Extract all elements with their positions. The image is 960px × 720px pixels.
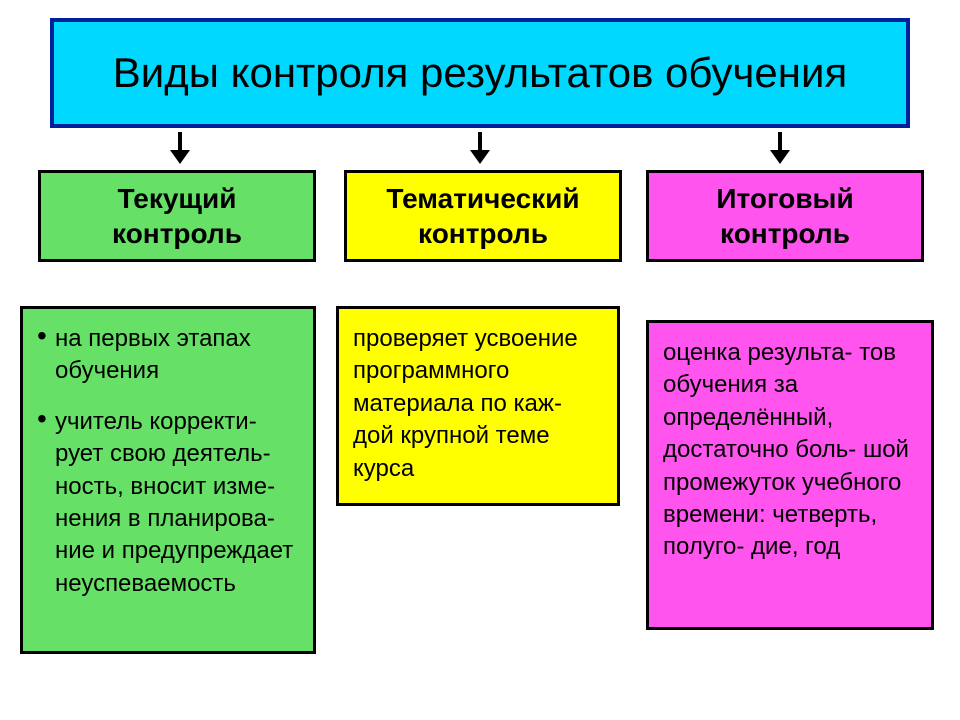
diagram-title-text: Виды контроля результатов обучения (113, 49, 847, 97)
category-final: Итоговый контроль (646, 170, 924, 262)
category-label: Тематический контроль (355, 181, 611, 251)
description-bullet: на первых этапах обучения (37, 323, 299, 388)
category-label: Итоговый контроль (657, 181, 913, 251)
arrow-stem (778, 132, 782, 150)
category-label: Текущий контроль (49, 181, 305, 251)
category-thematic: Тематический контроль (344, 170, 622, 262)
arrow-head-icon (470, 150, 490, 164)
description-list: на первых этапах обучения учитель коррек… (37, 323, 299, 600)
category-current: Текущий контроль (38, 170, 316, 262)
arrow-stem (478, 132, 482, 150)
arrow-head-icon (170, 150, 190, 164)
diagram-title: Виды контроля результатов обучения (50, 18, 910, 128)
description-current: на первых этапах обучения учитель коррек… (20, 306, 316, 654)
description-text: проверяет усвоение программного материал… (353, 325, 578, 482)
description-bullet: учитель корректи- рует свою деятель- нос… (37, 406, 299, 600)
description-final: оценка результа- тов обучения за определ… (646, 320, 934, 630)
description-thematic: проверяет усвоение программного материал… (336, 306, 620, 506)
arrow-stem (178, 132, 182, 150)
arrow-head-icon (770, 150, 790, 164)
description-text: оценка результа- тов обучения за определ… (663, 339, 909, 560)
